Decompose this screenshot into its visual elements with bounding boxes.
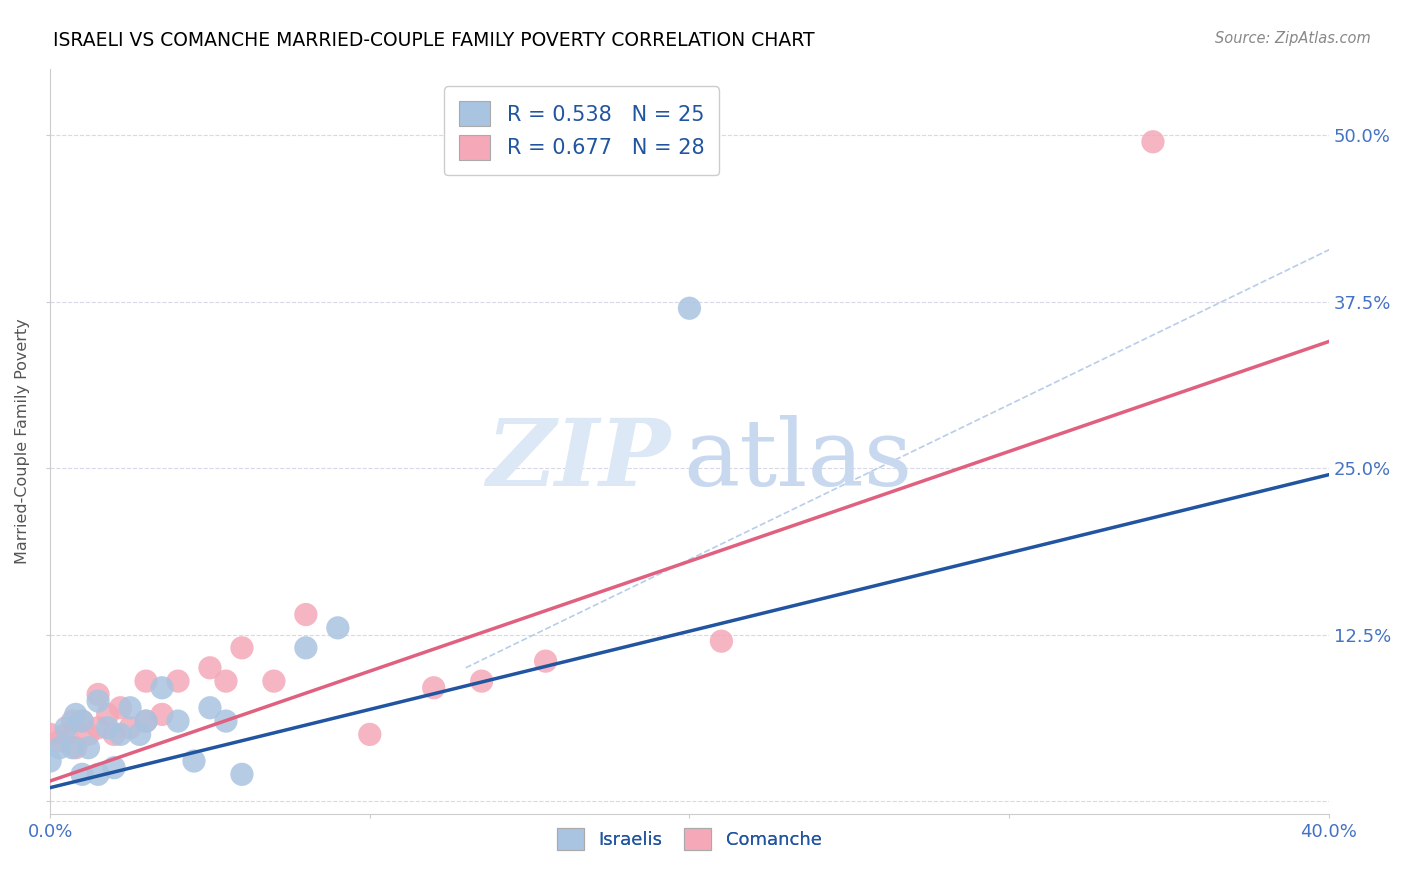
Point: [103, 761, 125, 775]
Point: [65, 707, 87, 722]
Point: [295, 607, 318, 622]
Point: [198, 661, 221, 675]
Point: [77, 727, 100, 741]
Point: [70, 714, 93, 728]
Y-axis label: Married-Couple Family Poverty: Married-Couple Family Poverty: [15, 318, 30, 565]
Point: [48, 740, 70, 755]
Point: [1142, 135, 1164, 149]
Point: [62, 740, 84, 755]
Point: [97, 707, 120, 722]
Point: [77, 740, 100, 755]
Point: [55, 727, 77, 741]
Point: [135, 714, 157, 728]
Point: [534, 654, 557, 668]
Text: atlas: atlas: [683, 415, 912, 505]
Point: [359, 727, 381, 741]
Point: [110, 727, 132, 741]
Point: [215, 674, 238, 689]
Point: [128, 727, 150, 741]
Point: [678, 301, 700, 316]
Point: [118, 700, 141, 714]
Point: [198, 700, 221, 714]
Point: [118, 721, 141, 735]
Point: [167, 714, 190, 728]
Point: [183, 754, 205, 768]
Point: [150, 681, 173, 695]
Point: [70, 714, 93, 728]
Point: [48, 734, 70, 748]
Point: [55, 721, 77, 735]
Point: [326, 621, 349, 635]
Point: [87, 688, 110, 702]
Point: [231, 640, 253, 655]
Text: ZIP: ZIP: [486, 415, 671, 505]
Text: Source: ZipAtlas.com: Source: ZipAtlas.com: [1215, 31, 1371, 46]
Point: [231, 767, 253, 781]
Point: [70, 767, 93, 781]
Point: [167, 674, 190, 689]
Point: [471, 674, 494, 689]
Point: [62, 714, 84, 728]
Point: [87, 721, 110, 735]
Point: [110, 700, 132, 714]
Point: [65, 740, 87, 755]
Point: [103, 727, 125, 741]
Point: [87, 694, 110, 708]
Point: [135, 714, 157, 728]
Point: [710, 634, 733, 648]
Legend: Israelis, Comanche: Israelis, Comanche: [550, 821, 830, 857]
Point: [39, 727, 62, 741]
Point: [97, 721, 120, 735]
Point: [39, 754, 62, 768]
Point: [263, 674, 285, 689]
Point: [150, 707, 173, 722]
Point: [87, 767, 110, 781]
Point: [215, 714, 238, 728]
Point: [295, 640, 318, 655]
Point: [422, 681, 444, 695]
Point: [135, 674, 157, 689]
Text: ISRAELI VS COMANCHE MARRIED-COUPLE FAMILY POVERTY CORRELATION CHART: ISRAELI VS COMANCHE MARRIED-COUPLE FAMIL…: [53, 31, 815, 50]
